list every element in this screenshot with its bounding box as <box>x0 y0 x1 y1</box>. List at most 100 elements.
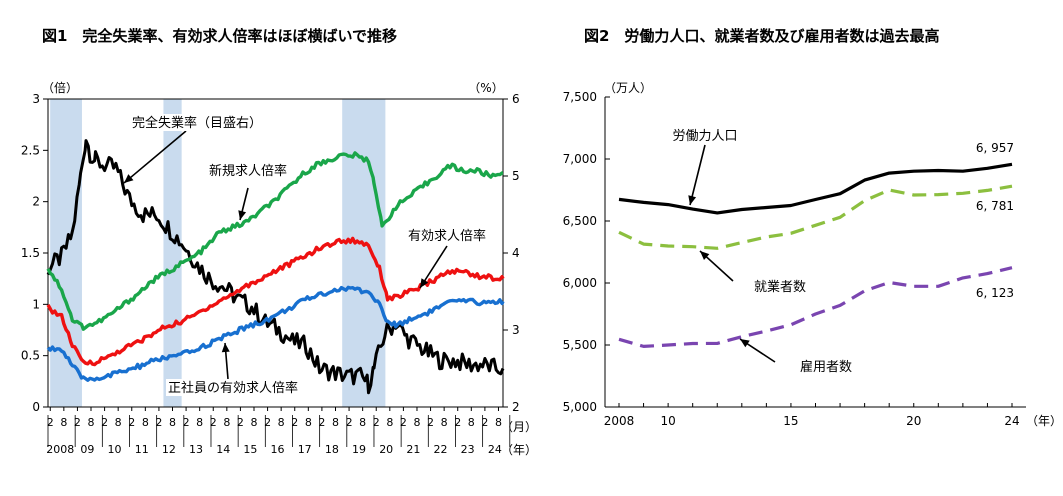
right-tick-label: 3 <box>512 323 520 337</box>
month-tick-label: 2 <box>481 416 488 429</box>
month-tick-label: 8 <box>88 416 95 429</box>
series2-line-0 <box>618 162 1013 215</box>
month-tick-label: 2 <box>291 416 298 429</box>
right-tick-label: 2 <box>512 400 520 414</box>
left-tick-label: 0 <box>32 400 40 414</box>
y-tick-label: 7,500 <box>563 90 597 104</box>
end-value-label-1: 6, 781 <box>976 199 1014 213</box>
year-unit-label: （年） <box>501 443 537 457</box>
year-tick-label: 17 <box>298 443 312 456</box>
left-tick-label: 2 <box>32 195 40 209</box>
annotation-arrowhead-0 <box>124 174 134 183</box>
left-unit-label: （倍） <box>42 80 78 95</box>
x-tick-label: 10 <box>660 414 675 428</box>
year-tick-label: 21 <box>406 443 420 456</box>
year-tick-label: 13 <box>189 443 203 456</box>
month-tick-label: 8 <box>305 416 312 429</box>
annotation2-label-0: 労働力人口 <box>672 129 737 144</box>
annotation-label-1: 新規求人倍率 <box>209 163 287 179</box>
month-tick-label: 2 <box>74 416 81 429</box>
year-tick-label: 19 <box>352 443 366 456</box>
month-tick-label: 2 <box>237 416 244 429</box>
annotation2-label-2: 雇用者数 <box>800 359 852 375</box>
month-tick-label: 8 <box>413 416 420 429</box>
month-tick-label: 2 <box>128 416 135 429</box>
x-tick-label: 15 <box>783 414 798 428</box>
left-tick-label: 0.5 <box>21 349 40 363</box>
annotation-bg-2 <box>406 227 488 244</box>
month-tick-label: 8 <box>223 416 230 429</box>
left-tick-label: 1 <box>32 297 40 311</box>
right-tick-label: 4 <box>512 246 520 260</box>
month-tick-label: 8 <box>250 416 257 429</box>
month-tick-label: 8 <box>278 416 285 429</box>
right-unit-label: （%） <box>468 81 503 95</box>
series-line-3 <box>46 285 505 382</box>
y-unit-label: （万人） <box>604 81 652 95</box>
month-tick-label: 8 <box>495 416 502 429</box>
left-tick-label: 1.5 <box>21 246 40 260</box>
year-tick-label: 09 <box>80 443 94 456</box>
annotation-bg-3 <box>166 379 300 396</box>
series-line-0 <box>46 139 505 395</box>
right-tick-label: 6 <box>512 92 520 106</box>
series2-line-1 <box>618 184 1013 250</box>
month-tick-label: 2 <box>427 416 434 429</box>
y-tick-label: 5,500 <box>563 338 597 352</box>
x-tick-label: 20 <box>906 414 921 428</box>
recession-band-2 <box>342 99 386 407</box>
left-tick-label: 2.5 <box>21 143 40 157</box>
annotation2-label-1: 就業者数 <box>754 279 806 295</box>
annotation2-arrowhead-0 <box>688 195 697 205</box>
figure2-title: 図2 労働力人口、就業者数及び雇用者数は過去最高 <box>584 27 940 45</box>
series-line-1 <box>46 151 504 331</box>
annotation2-arrowhead-1 <box>700 251 710 261</box>
month-tick-label: 2 <box>183 416 190 429</box>
year-tick-label: 12 <box>162 443 176 456</box>
annotation-label-2: 有効求人倍率 <box>408 228 486 244</box>
month-tick-label: 8 <box>142 416 149 429</box>
right-tick-label: 5 <box>512 169 520 183</box>
annotation-arrowhead-1 <box>238 210 247 220</box>
month-tick-label: 2 <box>400 416 407 429</box>
month-tick-label: 2 <box>47 416 54 429</box>
month-tick-label: 8 <box>115 416 122 429</box>
month-tick-label: 2 <box>101 416 108 429</box>
year-tick-label: 2008 <box>46 443 74 456</box>
annotation-bg-1 <box>207 162 289 179</box>
month-tick-label: 2 <box>264 416 271 429</box>
year-tick-label: 20 <box>379 443 393 456</box>
year-tick-label: 18 <box>325 443 339 456</box>
year-tick-label: 16 <box>271 443 285 456</box>
annotation-label-3: 正社員の有効求人倍率 <box>168 380 298 396</box>
month-tick-label: 8 <box>196 416 203 429</box>
annotation-arrowhead-3 <box>221 343 230 353</box>
month-tick-label: 2 <box>155 416 162 429</box>
left-tick-label: 3 <box>32 92 40 106</box>
month-unit-label: （月） <box>501 420 537 434</box>
year-tick-label: 24 <box>488 443 502 456</box>
y-tick-label: 5,000 <box>563 400 597 414</box>
recession-band-1 <box>163 99 182 407</box>
month-tick-label: 2 <box>454 416 461 429</box>
y-tick-label: 7,000 <box>563 152 597 166</box>
month-tick-label: 2 <box>373 416 380 429</box>
month-tick-label: 8 <box>441 416 448 429</box>
y-tick-label: 6,500 <box>563 214 597 228</box>
annotation2-leader-0 <box>689 144 706 206</box>
end-value-label-0: 6, 957 <box>976 141 1014 155</box>
x-tick-label: 24 <box>1004 414 1019 428</box>
annotation-bg-0 <box>130 114 264 131</box>
year-tick-label: 11 <box>135 443 149 456</box>
month-tick-label: 2 <box>318 416 325 429</box>
annotation-leader-0 <box>123 130 187 184</box>
month-tick-label: 8 <box>169 416 176 429</box>
month-tick-label: 8 <box>332 416 339 429</box>
annotation-arrowhead-2 <box>420 278 429 288</box>
year-tick-label: 10 <box>108 443 122 456</box>
figure1-title: 図1 完全失業率、有効求人倍率はほぼ横ばいで推移 <box>42 27 397 45</box>
series-line-2 <box>46 236 505 367</box>
year-tick-label: 23 <box>461 443 475 456</box>
